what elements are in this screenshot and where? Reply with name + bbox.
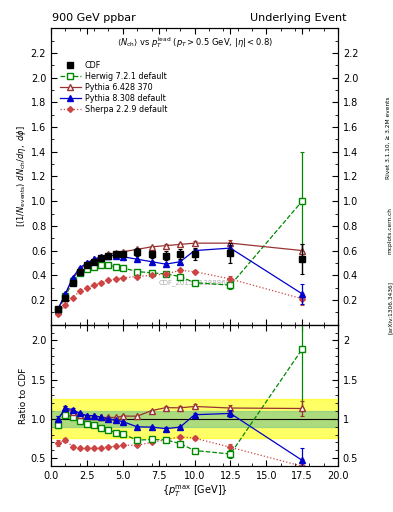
X-axis label: $\{p_T^{\rm max}$ [GeV]$\}$: $\{p_T^{\rm max}$ [GeV]$\}$ <box>162 483 228 499</box>
Text: [arXiv:1306.3436]: [arXiv:1306.3436] <box>387 281 393 334</box>
Y-axis label: $[(1/N_{\rm events})\ dN_{\rm ch}/d\eta,\ d\phi]$: $[(1/N_{\rm events})\ dN_{\rm ch}/d\eta,… <box>15 125 28 227</box>
Legend: CDF, Herwig 7.2.1 default, Pythia 6.428 370, Pythia 8.308 default, Sherpa 2.2.9 : CDF, Herwig 7.2.1 default, Pythia 6.428 … <box>58 59 169 117</box>
Bar <box>51 399 338 438</box>
Text: mcplots.cern.ch: mcplots.cern.ch <box>387 207 393 254</box>
Bar <box>51 411 338 426</box>
Text: Rivet 3.1.10, ≥ 3.2M events: Rivet 3.1.10, ≥ 3.2M events <box>386 97 391 180</box>
Text: Underlying Event: Underlying Event <box>250 13 347 23</box>
Text: CDF_2015_I1388868: CDF_2015_I1388868 <box>158 280 231 286</box>
Y-axis label: Ratio to CDF: Ratio to CDF <box>19 367 28 423</box>
Text: 900 GeV ppbar: 900 GeV ppbar <box>52 13 136 23</box>
Text: $\langle N_{\rm ch}\rangle$ vs $p_T^{\rm lead}$ ($p_T > 0.5$ GeV, $|\eta| < 0.8$: $\langle N_{\rm ch}\rangle$ vs $p_T^{\rm… <box>116 35 273 51</box>
